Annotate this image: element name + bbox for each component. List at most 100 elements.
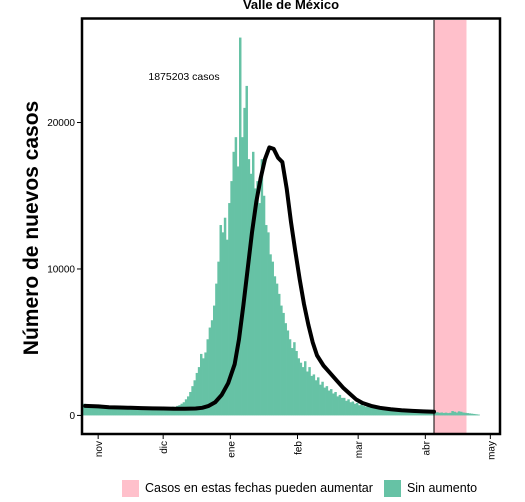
bar: [395, 410, 398, 416]
bar: [340, 397, 344, 416]
bar: [202, 358, 205, 416]
bar: [377, 408, 381, 416]
bar: [423, 411, 426, 416]
bar: [386, 409, 389, 416]
bar: [128, 407, 131, 416]
bar: [301, 367, 305, 416]
bar: [117, 408, 121, 416]
bar: [130, 406, 134, 416]
bar: [236, 166, 240, 416]
x-tick-label: feb: [294, 441, 305, 455]
bar: [200, 353, 203, 416]
bar: [410, 410, 413, 416]
bar: [278, 293, 281, 416]
bar: [371, 406, 374, 416]
bar: [135, 407, 138, 416]
legend: Casos en estas fechas pueden aumentar Si…: [122, 479, 477, 497]
bar: [193, 380, 196, 416]
bar: [96, 405, 99, 416]
bar: [408, 411, 411, 416]
bar: [234, 137, 238, 416]
bar: [416, 411, 420, 416]
bar: [369, 407, 372, 416]
bar: [258, 203, 261, 416]
bar: [414, 411, 417, 416]
x-tick-label: nov: [94, 441, 105, 457]
bar: [295, 350, 298, 416]
bar: [438, 412, 441, 416]
bar: [286, 330, 290, 416]
bar: [152, 408, 155, 416]
bar: [477, 414, 480, 416]
bar: [141, 406, 144, 416]
bar: [85, 405, 88, 416]
bar: [440, 412, 443, 416]
x-tick-label: ene: [226, 441, 237, 458]
bar: [345, 400, 348, 416]
bar: [297, 358, 300, 416]
bar: [336, 396, 339, 416]
bar: [223, 217, 227, 416]
plot-frame: [80, 17, 502, 436]
bar: [256, 181, 259, 416]
bar: [373, 408, 376, 416]
bar: [304, 361, 307, 416]
bar: [319, 384, 322, 416]
bar: [470, 413, 474, 416]
bar: [100, 407, 103, 416]
bar: [291, 348, 294, 416]
bar: [312, 374, 316, 416]
bar: [145, 408, 149, 416]
bar: [392, 409, 396, 416]
bar: [113, 405, 116, 416]
bar: [436, 412, 439, 416]
bar: [83, 403, 86, 416]
bar: [455, 412, 459, 416]
bar: [102, 406, 105, 416]
bar: [154, 408, 157, 416]
bar: [460, 411, 463, 416]
bar: [334, 391, 337, 416]
bar: [132, 408, 136, 416]
shaded-region: [434, 20, 467, 433]
bar: [189, 391, 192, 416]
bar: [167, 408, 170, 416]
bar: [288, 339, 292, 416]
bar: [356, 402, 359, 416]
bar: [327, 390, 331, 416]
bar: [388, 409, 391, 416]
bar: [243, 107, 246, 416]
y-tick-label: 0: [69, 411, 75, 422]
bar: [284, 323, 287, 416]
bar: [299, 362, 303, 416]
bar: [215, 283, 218, 416]
bar: [442, 412, 446, 416]
bar: [366, 405, 370, 416]
bar: [247, 159, 251, 416]
bar: [401, 410, 404, 416]
bar: [137, 408, 140, 416]
bar: [148, 408, 151, 416]
bar: [364, 406, 368, 416]
bar: [457, 411, 461, 416]
bar: [206, 339, 209, 416]
bar: [249, 173, 253, 416]
bar: [349, 402, 352, 416]
bar: [267, 232, 270, 416]
bar: [219, 225, 222, 416]
bar: [412, 411, 415, 416]
bar: [431, 412, 435, 416]
bar: [165, 408, 168, 416]
legend-label-shaded: Casos en estas fechas pueden aumentar: [145, 481, 373, 495]
bar: [353, 403, 357, 416]
bar: [453, 411, 456, 416]
bar: [122, 405, 125, 416]
bar: [466, 413, 469, 416]
bar: [93, 405, 97, 416]
bar: [447, 413, 450, 416]
bar: [241, 137, 244, 416]
legend-label-bars: Sin aumento: [406, 481, 478, 495]
bar: [382, 409, 385, 416]
bar: [126, 408, 129, 416]
